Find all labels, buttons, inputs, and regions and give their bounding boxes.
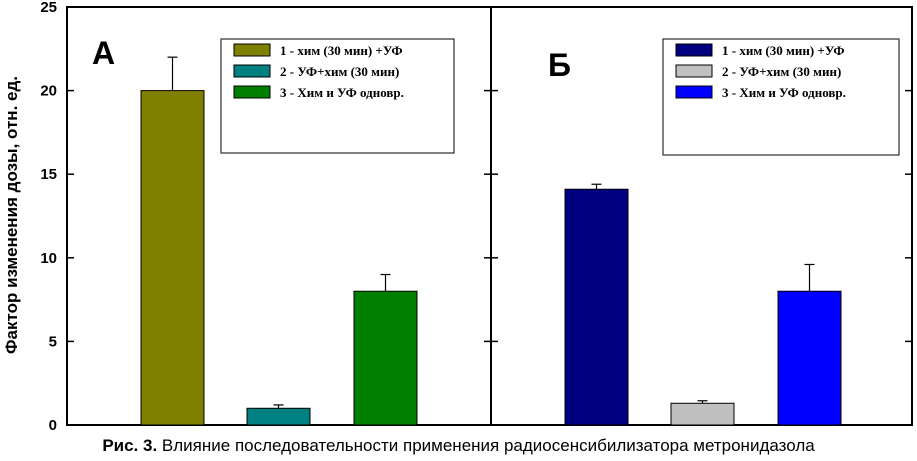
legend-entry: 3 - Хим и УФ одновр.	[722, 85, 846, 100]
bar	[670, 402, 735, 426]
legend-entry: 2 - УФ+хим (30 мин)	[280, 64, 399, 79]
legend: 1 - хим (30 мин) +УФ 2 - УФ+хим (30 мин) 3…	[662, 38, 900, 156]
panels: А 1 - хим (30 мин) +УФ 2 - УФ+хим (30 мин)…	[66, 6, 913, 426]
legend-swatch	[675, 85, 713, 99]
y-tick-label: 0	[49, 417, 57, 432]
legend-box	[220, 38, 455, 154]
legend-entry: 1 - хим (30 мин) +УФ	[280, 43, 403, 58]
bar	[777, 290, 842, 426]
legend-entry: 1 - хим (30 мин) +УФ	[722, 43, 845, 58]
legend-swatch	[233, 64, 271, 78]
bar	[353, 290, 418, 426]
legend-swatch	[233, 43, 271, 57]
legend-swatch	[675, 43, 713, 57]
y-tick-label: 5	[49, 333, 57, 350]
caption-text: Влияние последовательности применения ра…	[161, 436, 815, 455]
bar	[564, 188, 629, 426]
bar	[140, 90, 205, 426]
plot-frame	[66, 6, 913, 426]
y-tick-label: 10	[40, 250, 57, 267]
panel-1: А 1 - хим (30 мин) +УФ 2 - УФ+хим (30 мин)…	[92, 35, 455, 426]
y-tick-label: 20	[40, 83, 57, 100]
legend-swatch	[233, 85, 271, 99]
y-tick-label: 15	[40, 166, 57, 183]
legend-swatch	[675, 64, 713, 78]
figure-caption: Рис. 3. Влияние последовательности приме…	[0, 436, 917, 456]
legend-entry: 3 - Хим и УФ одновр.	[280, 85, 404, 100]
panel-2: Б 1 - хим (30 мин) +УФ 2 - УФ+хим (30 мин)…	[548, 38, 900, 426]
legend: 1 - хим (30 мин) +УФ 2 - УФ+хим (30 мин) 3…	[220, 38, 455, 154]
legend-entry: 2 - УФ+хим (30 мин)	[722, 64, 841, 79]
bar	[246, 407, 311, 426]
panel-label: А	[92, 35, 115, 71]
chart: Фактор изменения дозы, отн. ед. 0 5 10 15 20…	[2, 0, 913, 432]
panel-label: Б	[548, 47, 571, 83]
caption-prefix: Рис. 3.	[102, 436, 158, 455]
y-tick-label: 25	[40, 0, 57, 16]
y-axis-label: Фактор изменения дозы, отн. ед.	[2, 76, 21, 354]
